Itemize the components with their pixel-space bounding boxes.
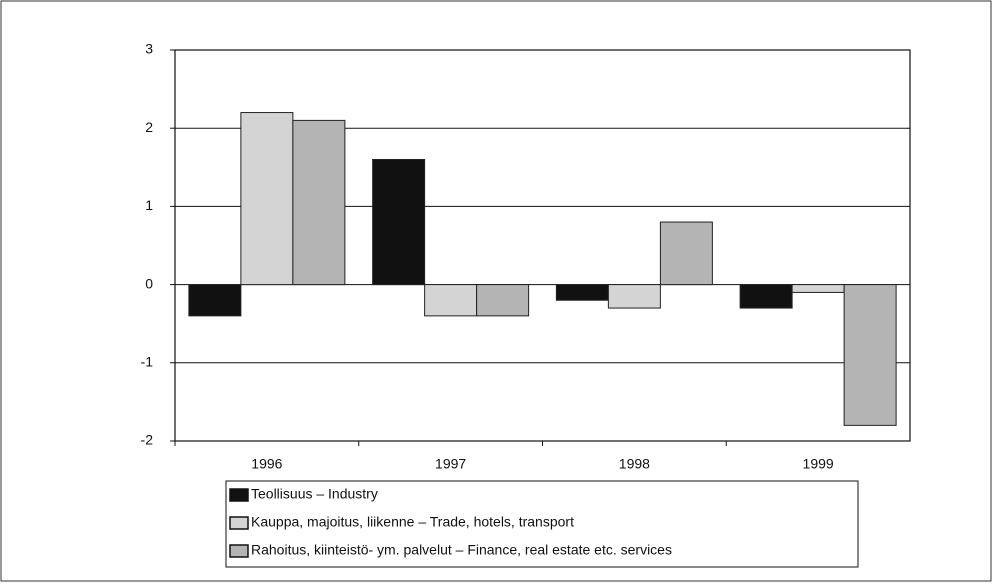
x-tick-label: 1997 xyxy=(435,456,466,472)
y-tick-label: 0 xyxy=(145,275,153,291)
legend-box xyxy=(225,480,859,568)
bar xyxy=(188,284,242,317)
legend-swatch xyxy=(229,544,249,558)
y-tick-label: 3 xyxy=(145,41,153,57)
legend-label: Rahoitus, kiinteistö- ym. palvelut – Fin… xyxy=(251,542,672,558)
bar xyxy=(240,112,294,286)
x-tick-label: 1999 xyxy=(803,456,834,472)
bar xyxy=(607,284,661,309)
y-tick-label: 1 xyxy=(145,197,153,213)
bar xyxy=(739,284,793,309)
bar xyxy=(372,158,426,286)
bar xyxy=(791,284,845,293)
y-tick-label: 2 xyxy=(145,119,153,135)
bar xyxy=(476,284,530,317)
x-tick-label: 1998 xyxy=(619,456,650,472)
legend-label: Teollisuus – Industry xyxy=(251,486,378,502)
legend-swatch xyxy=(229,516,249,530)
legend-swatch xyxy=(229,488,249,502)
x-tick-label: 1996 xyxy=(251,456,282,472)
y-tick-label: -2 xyxy=(141,432,154,448)
legend-label: Kauppa, majoitus, liikenne – Trade, hote… xyxy=(251,514,574,530)
y-tick-label: -1 xyxy=(141,354,154,370)
bar xyxy=(555,284,609,301)
bar xyxy=(843,284,897,426)
bar xyxy=(424,284,478,317)
bar xyxy=(659,221,713,286)
bar xyxy=(292,119,346,286)
